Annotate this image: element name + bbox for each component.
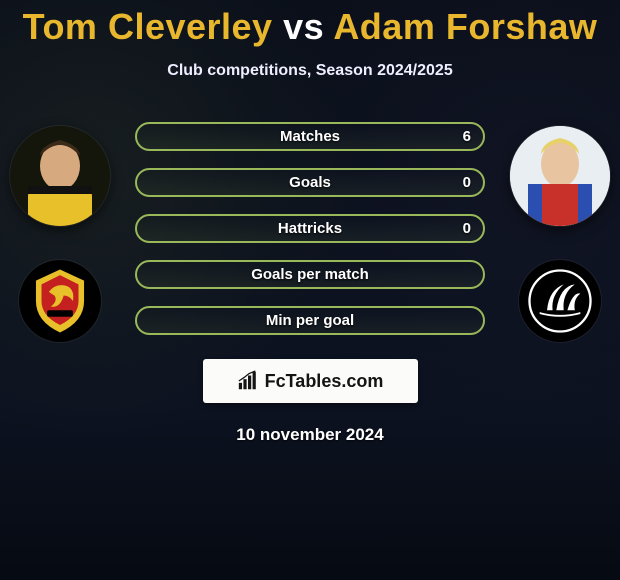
title-player2: Adam Forshaw <box>333 6 597 47</box>
player2-avatar-art <box>510 126 610 226</box>
player2-avatar <box>510 126 610 226</box>
player2-club-badge <box>519 260 601 342</box>
stat-label: Matches <box>280 128 340 145</box>
stat-row-goals-per-match: Goals per match <box>135 260 485 289</box>
page-title: Tom Cleverley vs Adam Forshaw <box>0 0 620 48</box>
title-vs: vs <box>283 6 324 47</box>
stat-value: 0 <box>463 174 471 191</box>
stat-value: 0 <box>463 220 471 237</box>
watford-badge-icon <box>23 264 97 338</box>
date-text: 10 november 2024 <box>0 425 620 445</box>
stat-label: Goals <box>289 174 331 191</box>
title-player1: Tom Cleverley <box>23 6 273 47</box>
stat-row-min-per-goal: Min per goal <box>135 306 485 335</box>
left-column <box>10 126 110 342</box>
stat-row-matches: Matches 6 <box>135 122 485 151</box>
player1-avatar <box>10 126 110 226</box>
brand-text: FcTables.com <box>265 371 384 392</box>
stat-row-goals: Goals 0 <box>135 168 485 197</box>
main-card: Tom Cleverley vs Adam Forshaw Club compe… <box>0 0 620 445</box>
bar-chart-icon <box>237 370 259 392</box>
stat-label: Hattricks <box>278 220 342 237</box>
stat-label: Goals per match <box>251 266 369 283</box>
brand-badge: FcTables.com <box>203 359 418 403</box>
player1-club-badge <box>19 260 101 342</box>
stat-row-hattricks: Hattricks 0 <box>135 214 485 243</box>
stat-label: Min per goal <box>266 312 354 329</box>
player1-avatar-art <box>10 126 110 226</box>
stat-value: 6 <box>463 128 471 145</box>
plymouth-badge-icon <box>523 264 597 338</box>
subtitle: Club competitions, Season 2024/2025 <box>0 62 620 80</box>
right-column <box>510 126 610 342</box>
